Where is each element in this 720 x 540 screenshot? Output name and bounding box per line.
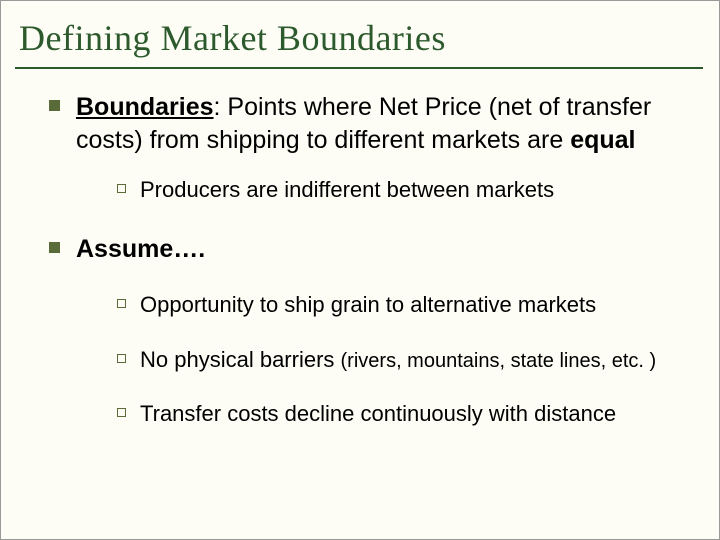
bullet-lvl2: Producers are indifferent between market… [21, 176, 699, 205]
bullet-lvl1: Boundaries: Points where Net Price (net … [21, 91, 699, 156]
text-run: No physical barriers [140, 347, 341, 372]
slide-title: Defining Market Boundaries [1, 1, 719, 67]
bullet-lvl2: Transfer costs decline continuously with… [21, 400, 699, 429]
hollow-square-bullet-icon [117, 299, 126, 308]
lvl2-text: No physical barriers (rivers, mountains,… [140, 346, 656, 375]
text-run-paren: (rivers, mountains, state lines, etc. ) [341, 350, 657, 372]
text-run: Assume…. [76, 235, 205, 263]
square-bullet-icon [49, 242, 60, 253]
lvl1-text: Assume…. [76, 233, 205, 266]
text-run: equal [570, 126, 635, 154]
bullet-lvl2: Opportunity to ship grain to alternative… [21, 291, 699, 320]
hollow-square-bullet-icon [117, 184, 126, 193]
hollow-square-bullet-icon [117, 408, 126, 417]
lvl2-text: Opportunity to ship grain to alternative… [140, 291, 596, 320]
bullet-lvl1: Assume…. [21, 233, 699, 266]
bullet-lvl2: No physical barriers (rivers, mountains,… [21, 346, 699, 375]
lvl2-text: Producers are indifferent between market… [140, 176, 554, 205]
lvl2-text: Transfer costs decline continuously with… [140, 400, 616, 429]
slide: Defining Market Boundaries Boundaries: P… [0, 0, 720, 540]
hollow-square-bullet-icon [117, 354, 126, 363]
square-bullet-icon [49, 100, 60, 111]
text-run: Boundaries [76, 93, 214, 121]
lvl1-text: Boundaries: Points where Net Price (net … [76, 91, 699, 156]
slide-body: Boundaries: Points where Net Price (net … [1, 69, 719, 429]
